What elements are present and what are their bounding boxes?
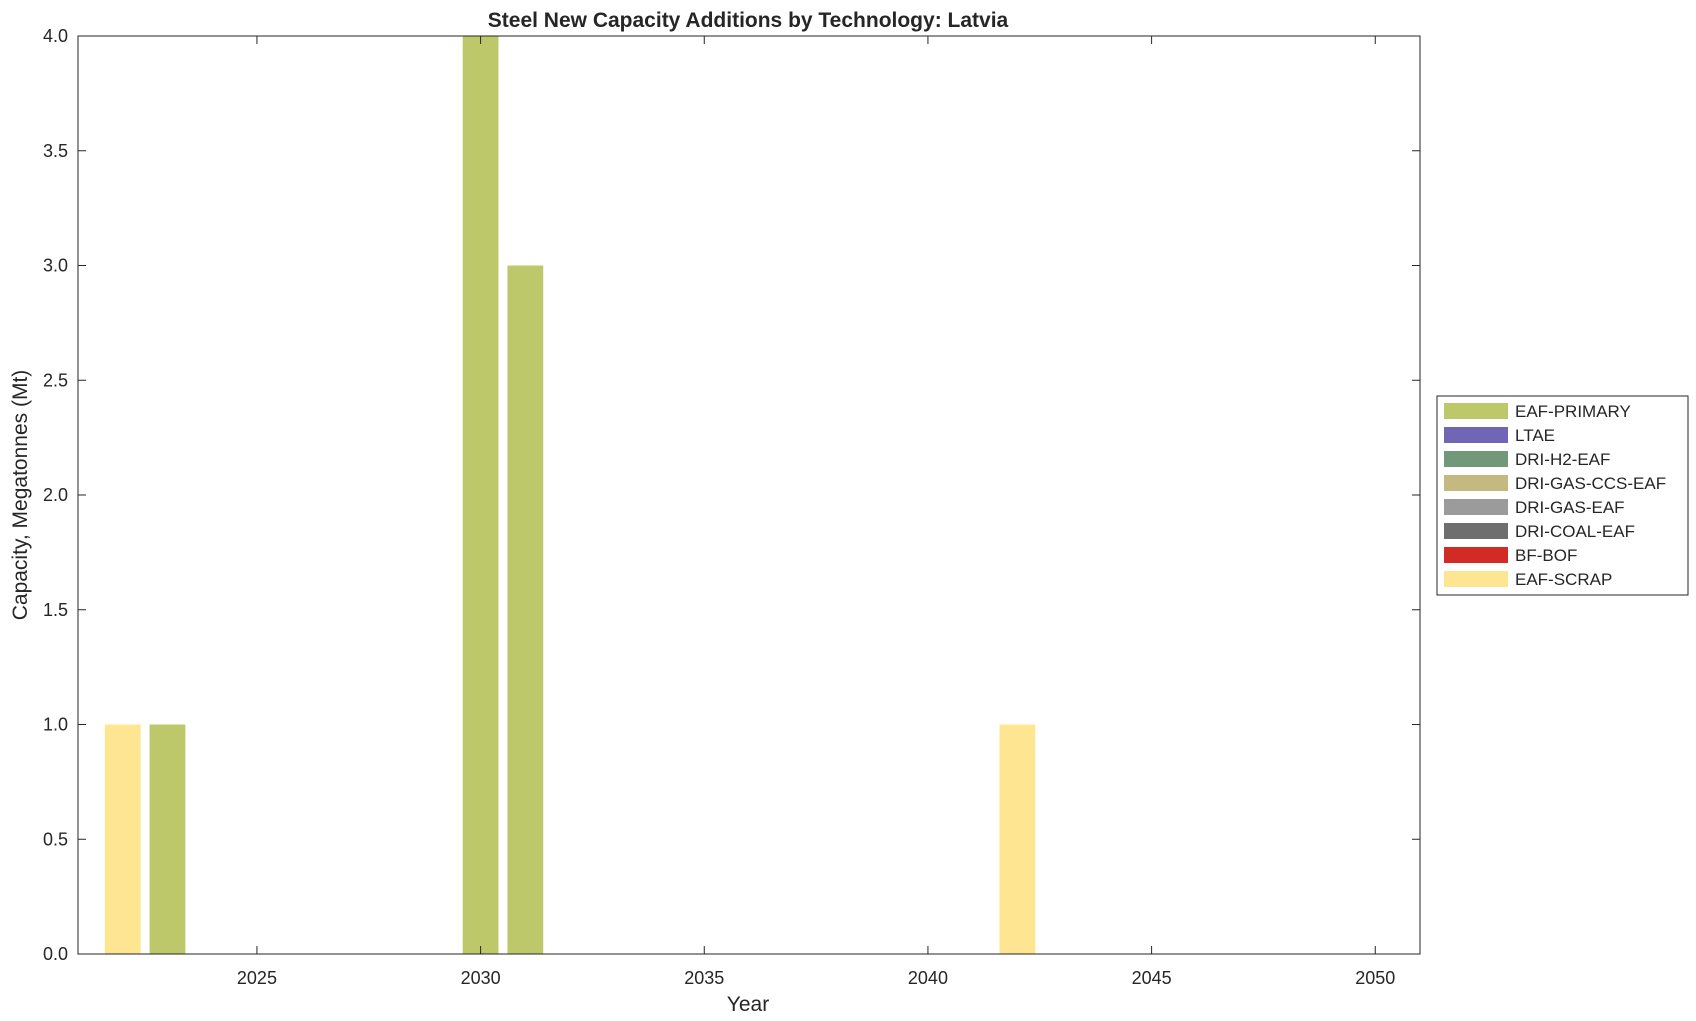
- x-tick-label-2035: 2035: [684, 968, 724, 988]
- plot-frame: [77, 35, 1421, 955]
- legend-swatch-dri-h2-eaf: [1444, 451, 1508, 467]
- legend: EAF-PRIMARY LTAE DRI-H2-EAF DRI-GAS-CCS-EAF…: [1436, 395, 1689, 596]
- bar-eaf-scrap-2022: [104, 724, 141, 954]
- x-tick-label-2025: 2025: [237, 968, 277, 988]
- legend-swatch-bf-bof: [1444, 547, 1508, 563]
- legend-label-dri-h2-eaf: DRI-H2-EAF: [1515, 450, 1610, 469]
- y-tick-label-2: 2.0: [43, 485, 68, 505]
- bar-eaf-primary-2031: [507, 265, 544, 954]
- x-axis-label: Year: [727, 993, 769, 1016]
- x-tick-label-2050: 2050: [1355, 968, 1395, 988]
- legend-label-ltae: LTAE: [1515, 426, 1555, 445]
- y-tick-label-2.5: 2.5: [43, 370, 68, 390]
- bar-eaf-primary-2030: [462, 36, 499, 954]
- y-tick-label-1: 1.0: [43, 715, 68, 735]
- legend-box: [1436, 395, 1689, 596]
- legend-swatch-eaf-scrap: [1444, 571, 1508, 587]
- bar-eaf-scrap-2042: [999, 724, 1036, 954]
- y-tick-label-4: 4.0: [43, 26, 68, 46]
- y-axis-label: Capacity, Megatonnes (Mt): [9, 370, 32, 621]
- y-tick-label-0.5: 0.5: [43, 829, 68, 849]
- legend-swatch-dri-gas-ccs-eaf: [1444, 475, 1508, 491]
- legend-swatch-ltae: [1444, 427, 1508, 443]
- legend-label-dri-coal-eaf: DRI-COAL-EAF: [1515, 522, 1635, 541]
- legend-swatch-eaf-primary: [1444, 403, 1508, 419]
- bars-group: [104, 36, 1036, 954]
- legend-swatch-dri-coal-eaf: [1444, 523, 1508, 539]
- legend-label-dri-gas-eaf: DRI-GAS-EAF: [1515, 498, 1625, 517]
- legend-swatch-dri-gas-eaf: [1444, 499, 1508, 515]
- axis-ticks: 2025 2030 2035 2040 2045 2050 0.0 0.5 1.0 1.5 2.0 2…: [43, 26, 1420, 988]
- y-tick-label-3.5: 3.5: [43, 141, 68, 161]
- y-tick-label-3: 3.0: [43, 256, 68, 276]
- bar-eaf-primary-2023: [149, 724, 186, 954]
- x-tick-label-2045: 2045: [1132, 968, 1172, 988]
- legend-label-eaf-scrap: EAF-SCRAP: [1515, 570, 1612, 589]
- legend-label-eaf-primary: EAF-PRIMARY: [1515, 402, 1631, 421]
- chart-title: Steel New Capacity Additions by Technolo…: [488, 9, 1009, 32]
- x-tick-label-2040: 2040: [908, 968, 948, 988]
- legend-label-dri-gas-ccs-eaf: DRI-GAS-CCS-EAF: [1515, 474, 1666, 493]
- y-tick-label-0: 0.0: [43, 944, 68, 964]
- x-tick-label-2030: 2030: [461, 968, 501, 988]
- y-tick-label-1.5: 1.5: [43, 600, 68, 620]
- legend-label-bf-bof: BF-BOF: [1515, 546, 1577, 565]
